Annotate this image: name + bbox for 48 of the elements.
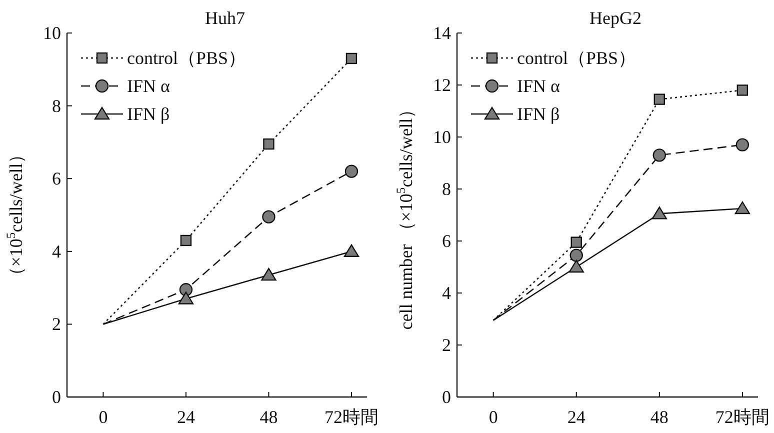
y-tick-label: 6	[52, 168, 61, 189]
point	[654, 94, 665, 105]
legend-label: IFN α	[517, 76, 561, 96]
legend-label: control（PBS）	[517, 48, 636, 68]
point	[178, 292, 194, 304]
y-tick-label: 14	[433, 23, 451, 43]
point	[261, 268, 276, 281]
y-tick-label: 10	[43, 23, 61, 43]
x-tick-label: 24	[567, 407, 586, 427]
y-tick-label: 6	[442, 231, 451, 251]
point	[570, 248, 583, 262]
point	[652, 148, 666, 162]
legend-label: IFN α	[127, 76, 171, 96]
point	[344, 244, 360, 257]
point	[652, 206, 667, 220]
x-tick-label: 72時間	[715, 407, 770, 427]
point	[344, 164, 358, 178]
x-tick-label: 48	[650, 407, 668, 427]
x-tick-label: 48	[260, 407, 278, 427]
x-tick-label: 0	[488, 407, 498, 427]
y-tick-label: 0	[442, 387, 451, 407]
legend-label: IFN β	[127, 104, 170, 124]
y-tick-label: 8	[52, 96, 61, 116]
point	[734, 201, 750, 214]
point	[262, 210, 276, 224]
y-tick-label: 10	[433, 127, 451, 147]
y-tick-label: 2	[442, 335, 451, 355]
legend-label: control（PBS）	[127, 48, 246, 68]
y-tick-label: 2	[52, 314, 61, 334]
point	[263, 138, 274, 150]
y-tick-label: 8	[442, 179, 451, 199]
y-tick-label: 12	[433, 75, 451, 95]
point	[736, 138, 750, 152]
y-tick-label: 4	[442, 283, 451, 303]
point	[568, 260, 584, 273]
x-tick-label: 0	[98, 407, 108, 427]
point	[180, 234, 192, 246]
x-tick-label: 72時間	[324, 407, 378, 427]
y-tick-label: 0	[52, 387, 61, 407]
y-tick-label: 4	[52, 241, 61, 262]
legend-label: IFN β	[517, 104, 560, 124]
x-tick-label: 24	[176, 407, 195, 427]
chart-title: HepG2	[590, 8, 642, 28]
point	[736, 84, 748, 96]
point	[346, 52, 358, 64]
chart-title: Huh7	[205, 8, 245, 28]
point	[570, 236, 582, 248]
point	[179, 283, 193, 296]
